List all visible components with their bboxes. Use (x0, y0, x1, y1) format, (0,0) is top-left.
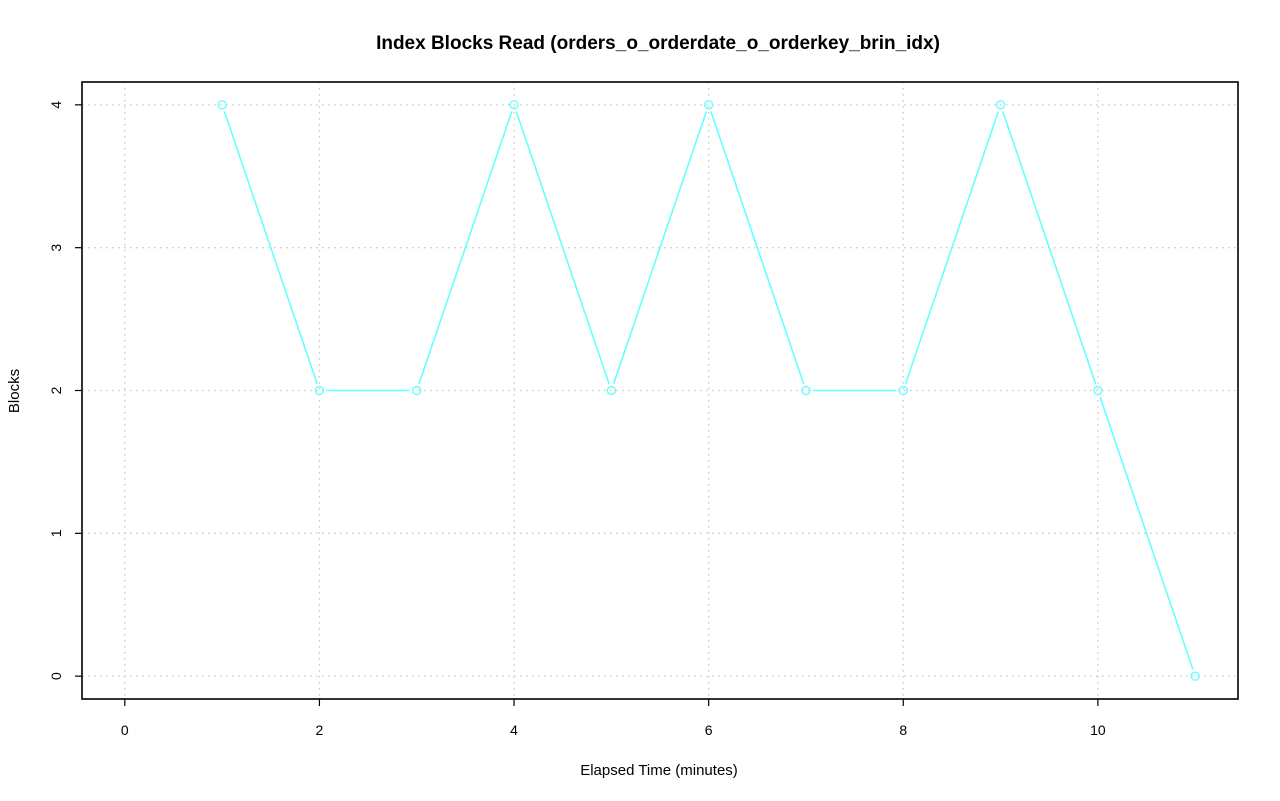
series-layer (217, 100, 1200, 681)
grid (82, 82, 1238, 699)
series-line-segment (710, 111, 805, 385)
series-line-segment (1002, 111, 1097, 385)
x-tick-label: 8 (899, 722, 907, 738)
y-tick-label: 1 (48, 529, 64, 537)
x-tick-label: 0 (121, 722, 129, 738)
data-point (217, 100, 227, 110)
series-line-segment (418, 111, 513, 385)
data-point (1093, 385, 1103, 396)
data-point (995, 100, 1006, 110)
x-tick-label: 2 (316, 722, 324, 738)
x-tick-label: 10 (1090, 722, 1106, 738)
data-point (703, 100, 714, 110)
data-point (898, 385, 908, 396)
x-tick-label: 6 (705, 722, 713, 738)
data-point (412, 385, 422, 396)
y-axis-label: Blocks (6, 369, 23, 413)
data-point (801, 385, 811, 396)
data-point (509, 100, 519, 110)
y-tick-label: 4 (48, 101, 64, 109)
series-line-segment (612, 111, 708, 385)
data-point (1190, 671, 1200, 681)
plot-frame (81, 81, 1239, 700)
series-line-segment (904, 111, 1000, 385)
y-tick-label: 3 (48, 244, 64, 252)
y-tick-label: 0 (48, 672, 64, 680)
axes: 0 2 4 6 8 10 0 1 2 3 4 (48, 101, 1106, 738)
series-line-segment (1099, 396, 1194, 670)
data-point (314, 385, 325, 396)
x-axis-label: Elapsed Time (minutes) (580, 762, 738, 779)
series-line-segment (223, 111, 318, 385)
x-tick-label: 4 (510, 722, 518, 738)
y-tick-label: 2 (48, 386, 64, 394)
series-line-segment (515, 111, 610, 385)
chart-title: Index Blocks Read (orders_o_orderdate_o_… (376, 33, 940, 54)
data-point (606, 385, 617, 396)
